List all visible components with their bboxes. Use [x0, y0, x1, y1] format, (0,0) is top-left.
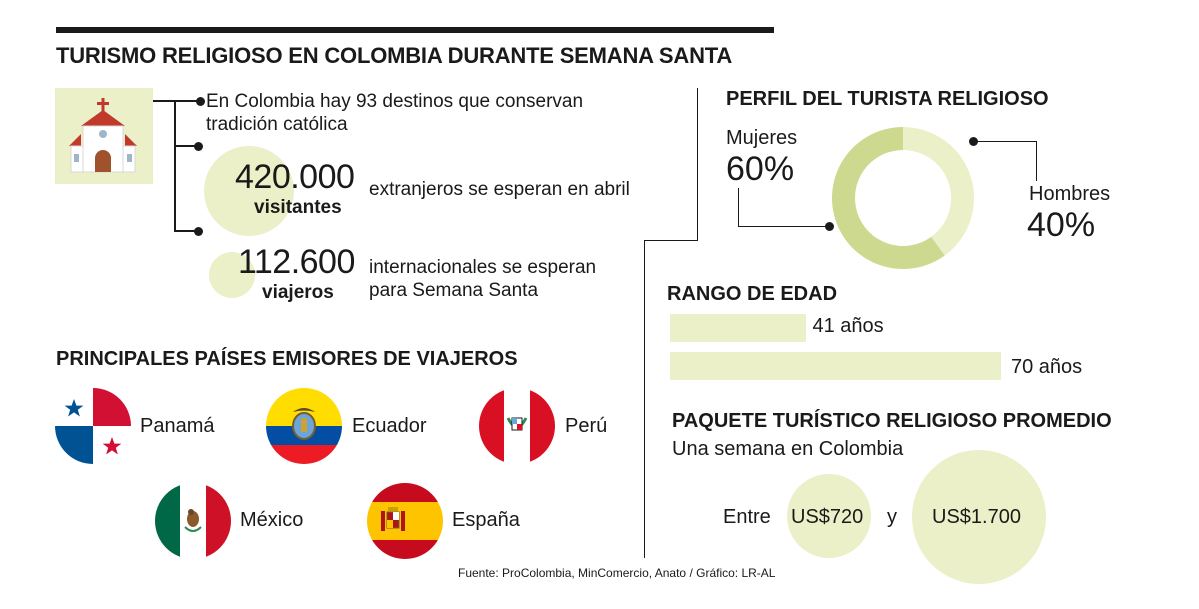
- price-circle-high: [912, 450, 1046, 584]
- stat-circle: [204, 146, 294, 236]
- price-high: US$1.700: [932, 506, 1021, 528]
- fact-text: En Colombia hay 93 destinos que conserva…: [206, 91, 584, 135]
- price-low: US$720: [791, 506, 864, 528]
- men-percent: 40%: [1027, 206, 1096, 244]
- bullet-dot: [194, 227, 203, 236]
- women-label: Mujeres: [726, 127, 798, 149]
- divider-vertical: [644, 240, 645, 558]
- donut-segment-mujeres: [831, 127, 945, 269]
- bracket-line: [174, 100, 176, 231]
- bullet-dot: [196, 97, 205, 106]
- women-percent: 60%: [726, 150, 795, 188]
- bracket-tick: [153, 100, 199, 102]
- and-label: y: [887, 506, 897, 528]
- visitors-value: 420.000: [235, 158, 355, 196]
- divider-vertical: [697, 88, 698, 241]
- bracket-tick: [174, 145, 198, 147]
- age-bar-max: [670, 352, 1001, 380]
- ecuador-flag-icon: [266, 388, 342, 464]
- gender-donut-chart: [831, 127, 974, 269]
- leader-line: [738, 226, 830, 227]
- stat-circle: [209, 252, 255, 298]
- age-heading: RANGO DE EDAD: [667, 283, 838, 305]
- bullet-dot: [194, 142, 203, 151]
- panama-flag-icon: [55, 388, 131, 464]
- country-name-spain: España: [452, 509, 520, 531]
- package-subheading: Una semana en Colombia: [672, 438, 904, 460]
- price-circle-low: [787, 474, 871, 558]
- top-rule: [56, 27, 774, 33]
- spain-flag-icon: [367, 483, 443, 559]
- bracket-tick: [174, 230, 198, 232]
- leader-dot: [969, 137, 978, 146]
- country-name-peru: Perú: [565, 415, 608, 437]
- visitors-unit: visitantes: [254, 197, 342, 218]
- mexico-flag-icon: [155, 483, 231, 559]
- donut-segment-hombres: [903, 127, 974, 256]
- travelers-desc: internacionales se esperan para Semana S…: [369, 257, 597, 301]
- country-name-panama: Panamá: [140, 415, 215, 437]
- men-label: Hombres: [1029, 183, 1111, 205]
- travelers-value: 112.600: [238, 243, 355, 281]
- leader-line: [738, 188, 739, 226]
- between-label: Entre: [723, 506, 771, 528]
- divider-horizontal: [644, 240, 698, 241]
- source-note: Fuente: ProColombia, MinComercio, Anato …: [458, 566, 776, 580]
- country-name-mexico: México: [240, 509, 304, 531]
- country-name-ecuador: Ecuador: [352, 415, 427, 437]
- age-bar-min: [670, 314, 807, 342]
- leader-line: [974, 141, 1037, 142]
- package-heading: PAQUETE TURÍSTICO RELIGIOSO PROMEDIO: [672, 410, 1112, 432]
- leader-line: [1036, 141, 1037, 181]
- visitors-desc: extranjeros se esperan en abril: [369, 179, 630, 200]
- church-icon: [55, 88, 153, 184]
- age-label-max: 70 años: [1011, 356, 1083, 378]
- page-title: TURISMO RELIGIOSO EN COLOMBIA DURANTE SE…: [56, 43, 733, 68]
- age-label-min: 41 años: [812, 315, 884, 337]
- leader-dot: [825, 222, 834, 231]
- peru-flag-icon: [479, 388, 555, 464]
- countries-heading: PRINCIPALES PAÍSES EMISORES DE VIAJEROS: [56, 348, 518, 370]
- travelers-unit: viajeros: [262, 282, 334, 303]
- profile-heading: PERFIL DEL TURISTA RELIGIOSO: [726, 88, 1049, 110]
